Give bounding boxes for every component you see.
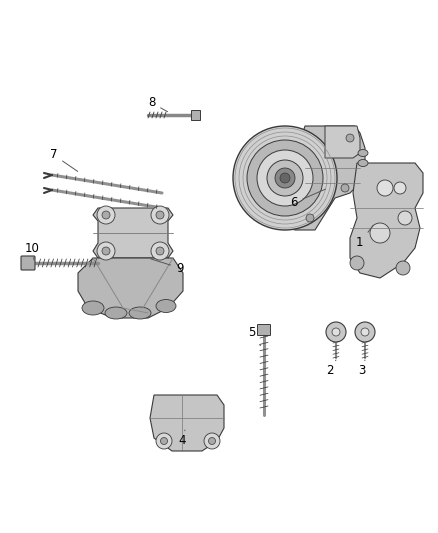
Circle shape [151, 206, 169, 224]
Circle shape [247, 140, 323, 216]
Polygon shape [93, 208, 173, 258]
Text: 3: 3 [358, 360, 365, 376]
Ellipse shape [82, 301, 104, 315]
Circle shape [398, 211, 412, 225]
Circle shape [257, 150, 313, 206]
Polygon shape [150, 395, 224, 451]
Text: 4: 4 [178, 430, 186, 447]
Circle shape [160, 438, 167, 445]
Circle shape [156, 433, 172, 449]
FancyBboxPatch shape [258, 325, 271, 335]
Circle shape [156, 211, 164, 219]
Circle shape [361, 328, 369, 336]
Circle shape [355, 322, 375, 342]
Circle shape [377, 180, 393, 196]
Circle shape [267, 160, 303, 196]
Polygon shape [275, 126, 365, 230]
FancyBboxPatch shape [191, 110, 200, 120]
Polygon shape [350, 163, 423, 278]
Circle shape [306, 214, 314, 222]
Text: 8: 8 [148, 96, 168, 112]
Ellipse shape [105, 307, 127, 319]
Circle shape [341, 184, 349, 192]
Ellipse shape [156, 300, 176, 312]
Text: 2: 2 [326, 360, 336, 376]
Text: 10: 10 [25, 241, 40, 260]
Polygon shape [78, 258, 183, 318]
Circle shape [350, 256, 364, 270]
Circle shape [326, 322, 346, 342]
Circle shape [346, 134, 354, 142]
FancyBboxPatch shape [21, 256, 35, 270]
Circle shape [233, 126, 337, 230]
Circle shape [275, 168, 295, 188]
Ellipse shape [129, 307, 151, 319]
Ellipse shape [358, 149, 368, 157]
Circle shape [204, 433, 220, 449]
Circle shape [280, 173, 290, 183]
Circle shape [156, 247, 164, 255]
Text: 9: 9 [151, 259, 184, 274]
Ellipse shape [358, 159, 368, 166]
Polygon shape [325, 126, 360, 158]
Text: 7: 7 [50, 149, 78, 172]
Text: 1: 1 [356, 225, 373, 249]
Circle shape [396, 261, 410, 275]
Circle shape [370, 223, 390, 243]
Circle shape [97, 206, 115, 224]
Text: 5: 5 [248, 327, 261, 346]
Text: 6: 6 [290, 189, 325, 209]
Circle shape [332, 328, 340, 336]
Circle shape [102, 211, 110, 219]
Circle shape [97, 242, 115, 260]
Circle shape [208, 438, 215, 445]
Circle shape [151, 242, 169, 260]
Circle shape [394, 182, 406, 194]
Circle shape [102, 247, 110, 255]
